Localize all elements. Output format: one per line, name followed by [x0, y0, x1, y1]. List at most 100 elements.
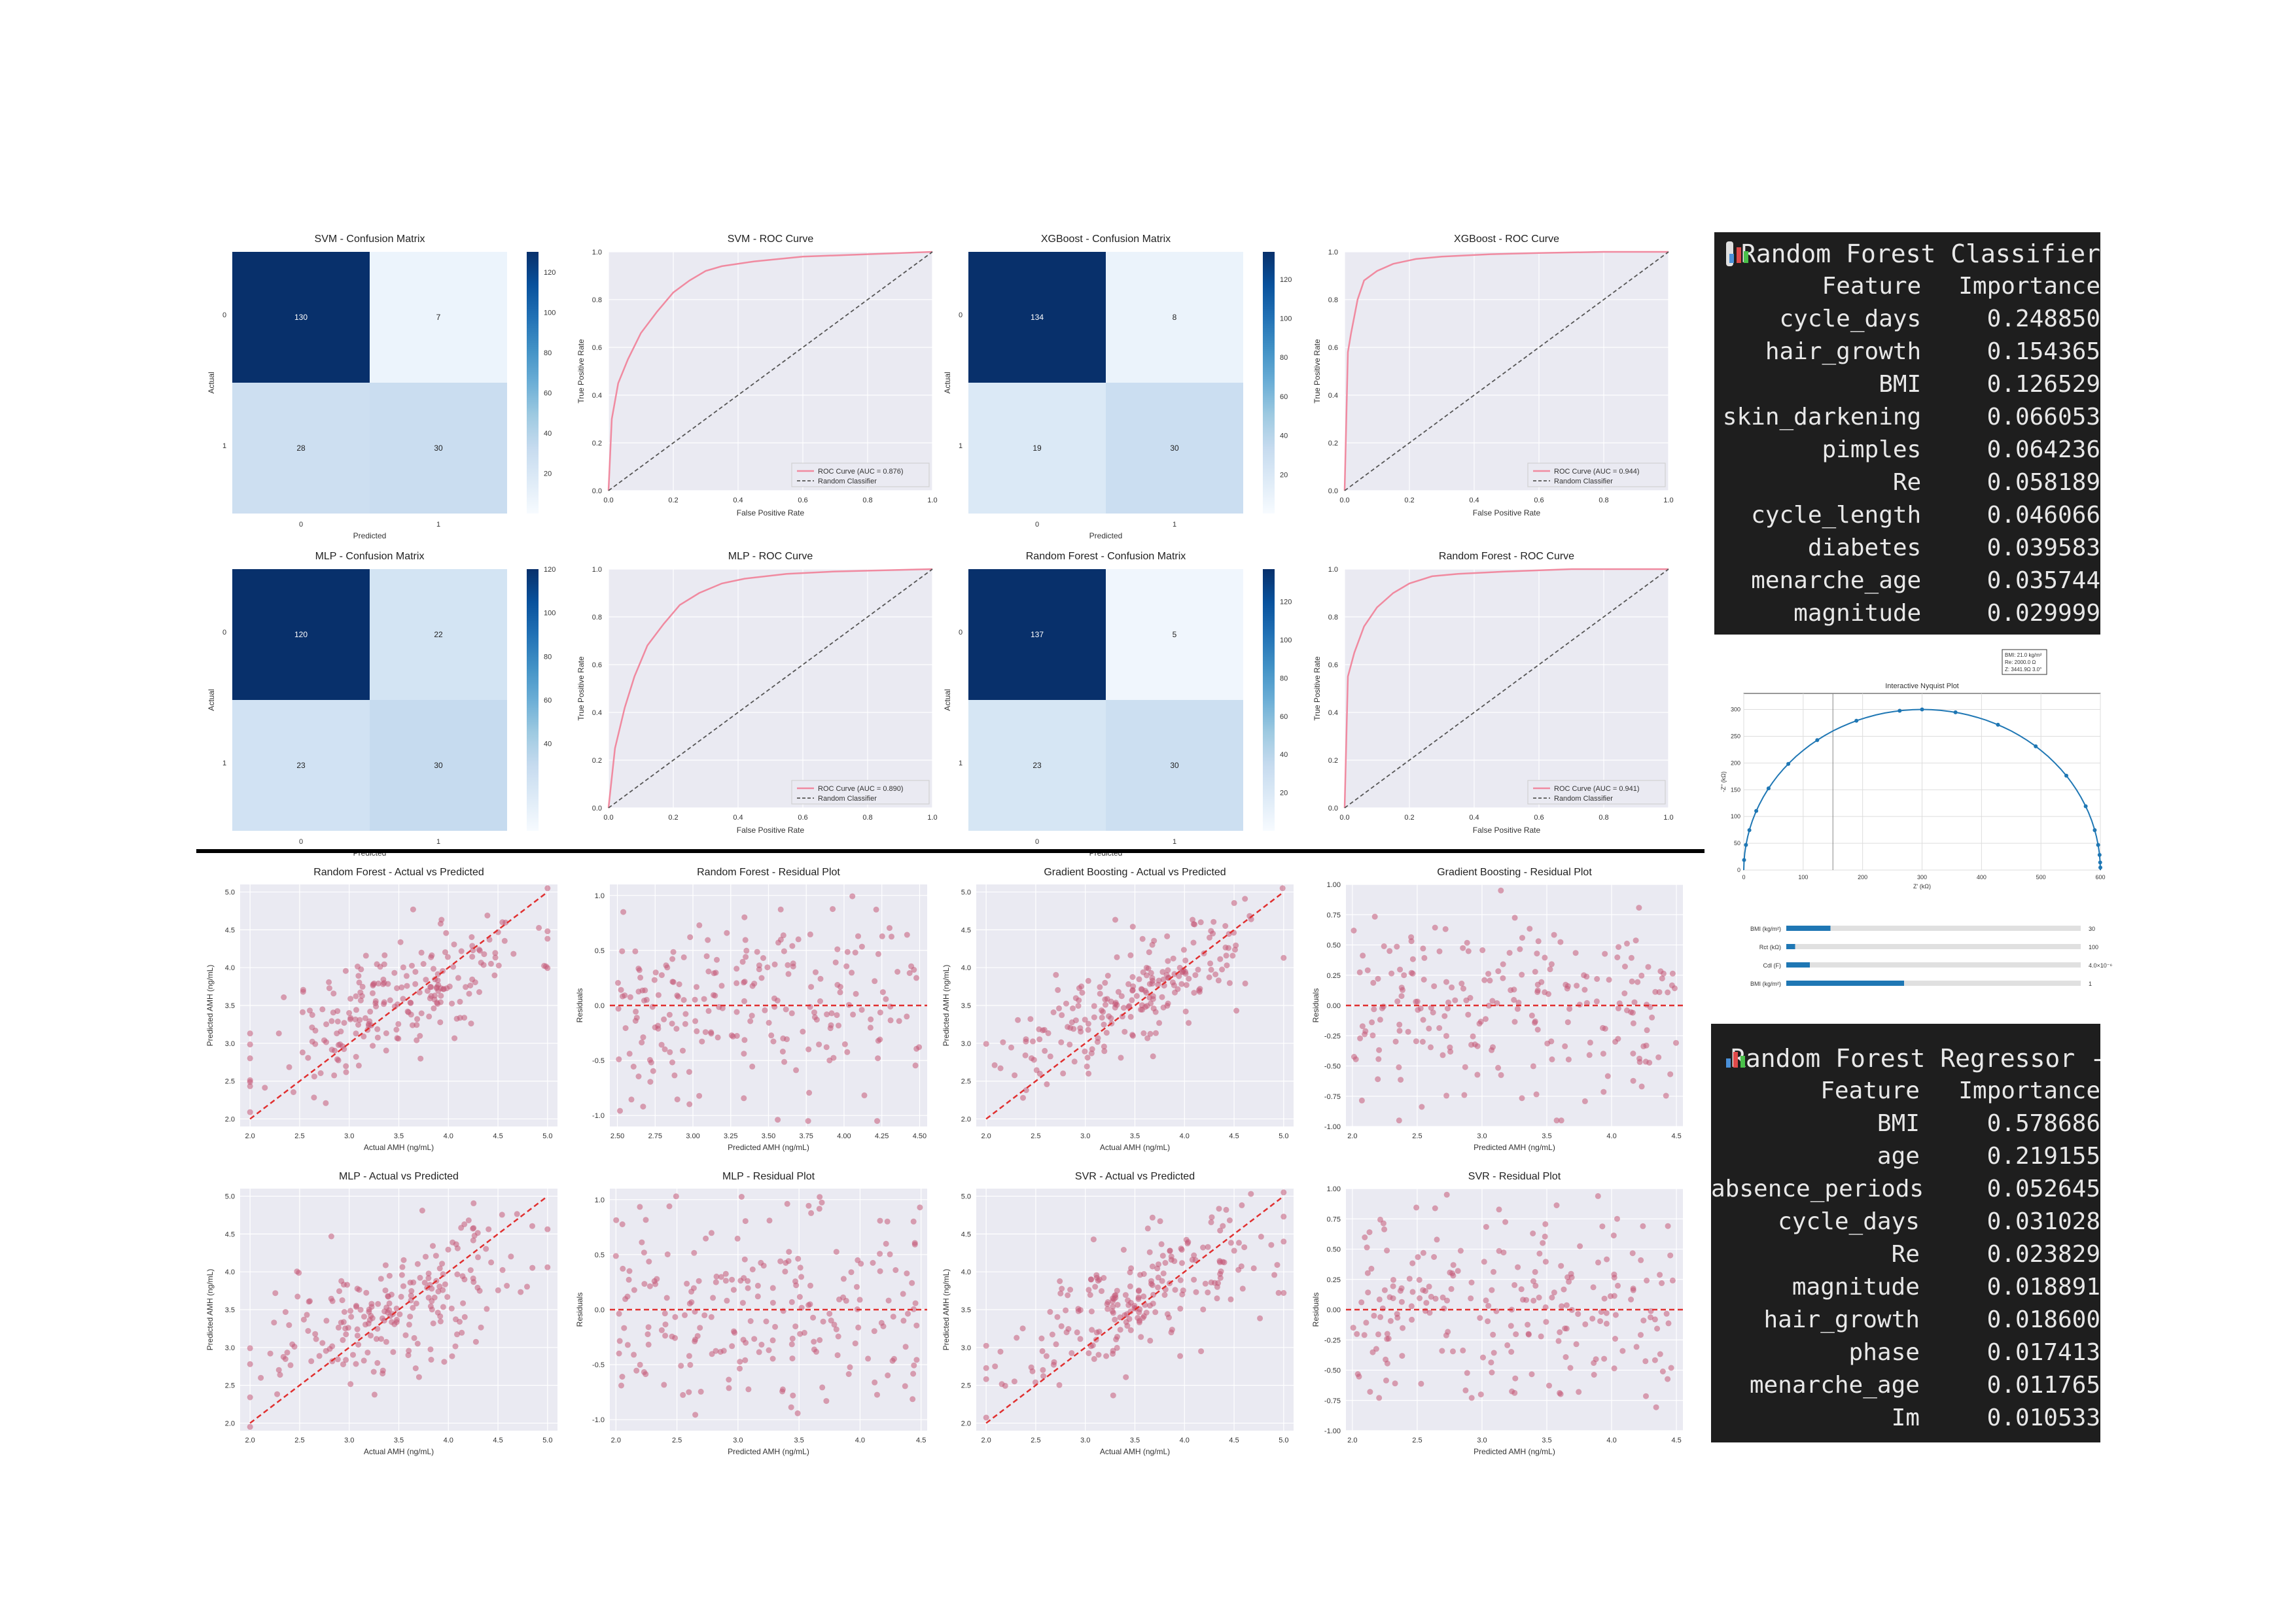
data-point — [1368, 1265, 1375, 1272]
data-point — [1362, 1234, 1368, 1240]
data-point — [424, 988, 431, 994]
data-point — [1198, 1348, 1205, 1355]
data-point — [743, 1340, 749, 1346]
data-point — [294, 1293, 301, 1300]
data-point — [670, 979, 677, 985]
x-tick-label: 0.0 — [1339, 814, 1349, 822]
data-point — [1376, 1047, 1383, 1053]
data-point — [1145, 966, 1152, 971]
x-tick-label: 4.5 — [1229, 1437, 1239, 1444]
data-point — [1127, 1327, 1134, 1333]
data-point — [1074, 1329, 1080, 1336]
table-row: Re 0.023829 — [1711, 1238, 2100, 1271]
data-point — [440, 1271, 446, 1278]
data-point — [820, 1318, 826, 1325]
data-point — [1630, 1020, 1636, 1026]
data-point — [1008, 1044, 1014, 1051]
data-point — [338, 1319, 344, 1326]
data-point — [848, 1269, 855, 1276]
data-point — [1408, 969, 1415, 976]
data-point — [781, 1058, 788, 1065]
data-point — [797, 1265, 804, 1271]
data-point — [1465, 1011, 1472, 1018]
data-point — [1460, 1347, 1466, 1353]
data-point — [1014, 1335, 1020, 1341]
data-point — [467, 1267, 474, 1274]
data-point — [1159, 1253, 1166, 1259]
data-point — [1059, 1285, 1065, 1292]
data-point — [705, 1007, 712, 1014]
data-point — [1467, 994, 1474, 1001]
data-point — [529, 1265, 536, 1271]
y-tick-label: 4.5 — [961, 1230, 971, 1238]
data-point — [643, 996, 650, 1003]
data-point — [1155, 1284, 1161, 1291]
data-point — [414, 1037, 420, 1043]
data-point — [807, 1282, 813, 1289]
data-point — [798, 1274, 805, 1280]
y-tick-label: 5.0 — [961, 1193, 971, 1201]
data-point — [1139, 1002, 1145, 1009]
data-point — [367, 1008, 374, 1015]
data-point — [1210, 930, 1216, 937]
data-point — [1202, 1280, 1209, 1287]
data-point — [1409, 1260, 1416, 1266]
data-point — [1551, 1289, 1557, 1296]
data-point — [1460, 945, 1466, 951]
data-point — [1450, 1348, 1456, 1355]
data-point — [340, 1336, 346, 1343]
data-point — [733, 966, 740, 972]
data-point — [1401, 972, 1407, 979]
data-point — [470, 1237, 476, 1244]
data-point — [855, 1324, 862, 1331]
data-point — [1079, 990, 1086, 996]
data-point — [754, 949, 760, 955]
importance-value: 0.219155 — [1987, 1143, 2100, 1170]
feature-name: phase — [1848, 1339, 1920, 1366]
data-point — [1495, 968, 1502, 975]
data-point — [1483, 1224, 1489, 1230]
data-point — [357, 1017, 363, 1023]
data-point — [1416, 1277, 1422, 1283]
data-point — [872, 978, 878, 985]
y-tick-label: 0.2 — [592, 440, 602, 447]
data-point — [997, 1065, 1004, 1072]
data-point — [355, 973, 362, 979]
data-point — [488, 1259, 495, 1266]
data-point — [817, 975, 824, 982]
data-point — [1450, 1272, 1457, 1279]
x-tick-label: 4.0 — [1180, 1437, 1190, 1444]
data-point — [1127, 1013, 1134, 1020]
data-point — [1597, 1318, 1604, 1325]
x-tick-label: 2.0 — [245, 1437, 255, 1444]
data-point — [1375, 1056, 1382, 1062]
data-point — [1160, 1270, 1167, 1277]
data-point — [431, 1295, 438, 1300]
data-point — [1624, 940, 1630, 947]
data-point — [1519, 1095, 1525, 1102]
data-point — [1067, 1041, 1073, 1048]
data-point — [1156, 1261, 1161, 1268]
data-point — [1477, 1391, 1484, 1398]
data-point — [1443, 1092, 1450, 1099]
data-point — [437, 1019, 444, 1026]
data-point — [1406, 1276, 1413, 1282]
data-point — [733, 980, 740, 986]
y-tick-label: -1.00 — [1324, 1427, 1341, 1435]
data-point — [1239, 1202, 1245, 1208]
data-point — [1542, 1233, 1548, 1240]
chart-title: Random Forest - Residual Plot — [697, 867, 840, 878]
data-point — [411, 1335, 417, 1341]
data-point — [334, 1356, 341, 1363]
data-point — [465, 1217, 472, 1223]
data-point — [1077, 1336, 1084, 1342]
data-point — [691, 1249, 698, 1256]
data-point — [1376, 1395, 1383, 1401]
data-point — [1431, 983, 1438, 990]
data-point — [877, 1251, 883, 1257]
data-point — [702, 1029, 709, 1036]
data-point — [1547, 966, 1553, 973]
y-tick-label: 0.8 — [1328, 614, 1338, 621]
